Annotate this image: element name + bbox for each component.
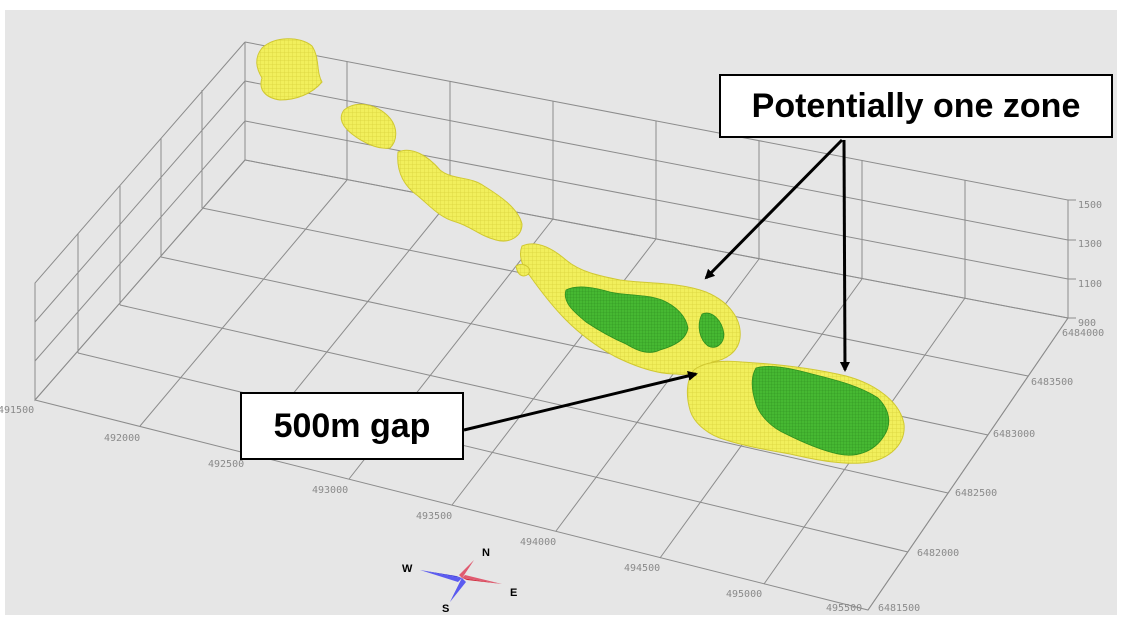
arrow-to-upper-zone: [704, 138, 844, 280]
easting-tick: 495500: [826, 603, 862, 614]
northing-tick: 6483000: [993, 429, 1035, 440]
northing-tick: 6481500: [878, 603, 920, 614]
shell-fragment: [515, 263, 531, 277]
elevation-tick: 900: [1078, 318, 1096, 329]
elevation-axis: 900 1100 1300 1500: [1078, 200, 1102, 329]
arrow-to-gap: [463, 371, 698, 432]
easting-tick: 493500: [416, 511, 452, 522]
compass-west: W: [402, 563, 413, 575]
arrow-to-lower-zone: [839, 139, 850, 372]
easting-tick: 491500: [0, 405, 34, 416]
shell-body-3: [397, 149, 523, 242]
compass-north: N: [482, 547, 490, 559]
northing-tick: 6482000: [917, 548, 959, 559]
northing-tick: 6484000: [1062, 328, 1104, 339]
northing-tick: 6483500: [1031, 377, 1073, 388]
ore-body-3: [751, 366, 890, 456]
callout-arrows: [463, 138, 850, 432]
easting-tick: 492000: [104, 433, 140, 444]
compass-south: S: [442, 603, 449, 615]
northing-axis: 6481500 6482000 6482500 6483000 6483500 …: [878, 328, 1104, 614]
elevation-tick: 1500: [1078, 200, 1102, 211]
easting-axis: 491500 492000 492500 493000 493500 49400…: [0, 405, 862, 614]
easting-tick: 494500: [624, 563, 660, 574]
easting-tick: 492500: [208, 459, 244, 470]
ore-body-1: [564, 286, 689, 353]
elevation-tick: 1300: [1078, 239, 1102, 250]
easting-tick: 494000: [520, 537, 556, 548]
ore-body-2: [698, 312, 725, 348]
northing-tick: 6482500: [955, 488, 997, 499]
callout-500m-gap: 500m gap: [240, 392, 464, 460]
easting-tick: 493000: [312, 485, 348, 496]
easting-tick: 495000: [726, 589, 762, 600]
compass-rose: N W E S: [402, 547, 517, 615]
compass-east: E: [510, 587, 517, 599]
shell-body-2: [340, 103, 397, 149]
ore-bodies: [564, 286, 890, 456]
callout-potentially-one-zone: Potentially one zone: [719, 74, 1113, 138]
elevation-tick: 1100: [1078, 279, 1102, 290]
shell-body-1: [256, 38, 323, 101]
